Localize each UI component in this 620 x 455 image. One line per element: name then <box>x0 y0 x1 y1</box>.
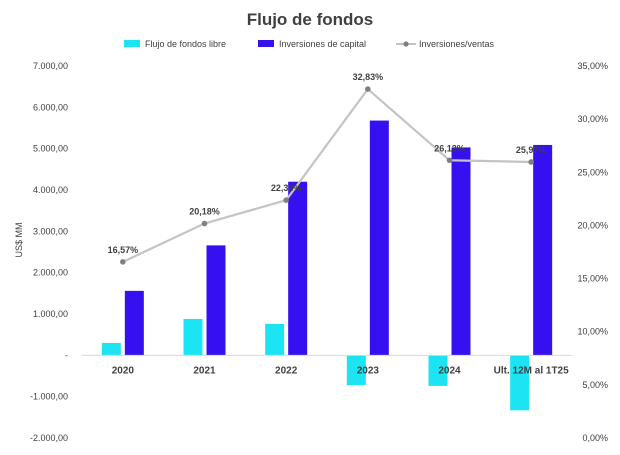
line-point <box>365 86 371 92</box>
legend-label: Inversiones de capital <box>279 39 366 49</box>
x-tick-label: 2020 <box>112 365 135 376</box>
x-tick-label: Ult. 12M al 1T25 <box>494 365 569 376</box>
data-label: 26,13% <box>434 143 465 153</box>
y-tick-label: -2.000,00 <box>30 433 68 443</box>
bars-layer <box>101 120 553 411</box>
y-tick-label: 5.000,00 <box>33 144 68 154</box>
y-tick-label: 4.000,00 <box>33 185 68 195</box>
y-tick-label: 6.000,00 <box>33 102 68 112</box>
y2-tick-label: 35,00% <box>577 61 608 71</box>
bar-flujo-de-fondos-libre <box>428 355 448 386</box>
y2-tick-label: 20,00% <box>577 220 608 230</box>
y2-tick-label: 5,00% <box>582 380 608 390</box>
y-tick-label: 3.000,00 <box>33 226 68 236</box>
bar-inversiones-de-capital <box>533 144 553 356</box>
legend-marker <box>403 41 409 47</box>
x-tick-label: 2024 <box>438 365 461 376</box>
data-label: 16,57% <box>108 245 139 255</box>
data-label: 32,83% <box>353 72 384 82</box>
y-tick-label: 7.000,00 <box>33 61 68 71</box>
y-axis-ticks: -2.000,00-1.000,00-1.000,002.000,003.000… <box>30 61 68 443</box>
y-tick-label: 2.000,00 <box>33 268 68 278</box>
chart-title: Flujo de fondos <box>247 10 374 29</box>
data-label: 25,97% <box>516 145 547 155</box>
data-label: 20,18% <box>189 207 220 217</box>
bar-flujo-de-fondos-libre <box>183 318 203 356</box>
line-point <box>120 259 126 265</box>
data-label: 22,38% <box>271 183 302 193</box>
line-point <box>528 159 534 165</box>
bar-flujo-de-fondos-libre <box>265 323 285 356</box>
y-tick-label: -1.000,00 <box>30 392 68 402</box>
x-tick-label: 2021 <box>193 365 216 376</box>
legend-swatch <box>124 40 140 47</box>
y-tick-label: 1.000,00 <box>33 309 68 319</box>
legend: Flujo de fondos libre Inversiones de capi… <box>124 39 495 49</box>
line-point <box>283 197 289 203</box>
y2-tick-label: 0,00% <box>582 433 608 443</box>
bar-inversiones-de-capital <box>124 290 144 356</box>
x-axis-ticks: 2020 2021 2022 2023 2024 Ult. 12M al 1T25 <box>112 365 569 376</box>
line-layer: 16,57% 20,18% 22,38% 32,83% 26,13% 25,97% <box>108 72 547 265</box>
legend-label: Flujo de fondos libre <box>145 39 226 49</box>
y-axis-label: US$ MM <box>14 222 24 257</box>
bar-flujo-de-fondos-libre <box>346 355 366 386</box>
bar-flujo-de-fondos-libre <box>510 355 530 411</box>
y2-tick-label: 10,00% <box>577 327 608 337</box>
x-tick-label: 2023 <box>357 365 380 376</box>
legend-label: Inversiones/ventas <box>419 39 495 49</box>
y2-axis-ticks: 0,00% 5,00% 10,00% 15,00% 20,00% 25,00% 30,00%… <box>577 61 608 443</box>
bar-inversiones-de-capital <box>369 120 389 356</box>
bar-inversiones-de-capital <box>288 181 308 356</box>
line-inversiones-ventas <box>122 87 532 263</box>
line-point <box>201 220 208 227</box>
bar-flujo-de-fondos-libre <box>101 342 121 356</box>
x-tick-label: 2022 <box>275 365 298 376</box>
bar-inversiones-de-capital <box>206 245 226 356</box>
y2-tick-label: 25,00% <box>577 167 608 177</box>
y2-tick-label: 15,00% <box>577 274 608 284</box>
bar-inversiones-de-capital <box>451 147 471 356</box>
y-tick-label: - <box>65 350 68 360</box>
y2-tick-label: 30,00% <box>577 114 608 124</box>
line-point <box>446 157 453 164</box>
legend-swatch <box>258 40 274 47</box>
